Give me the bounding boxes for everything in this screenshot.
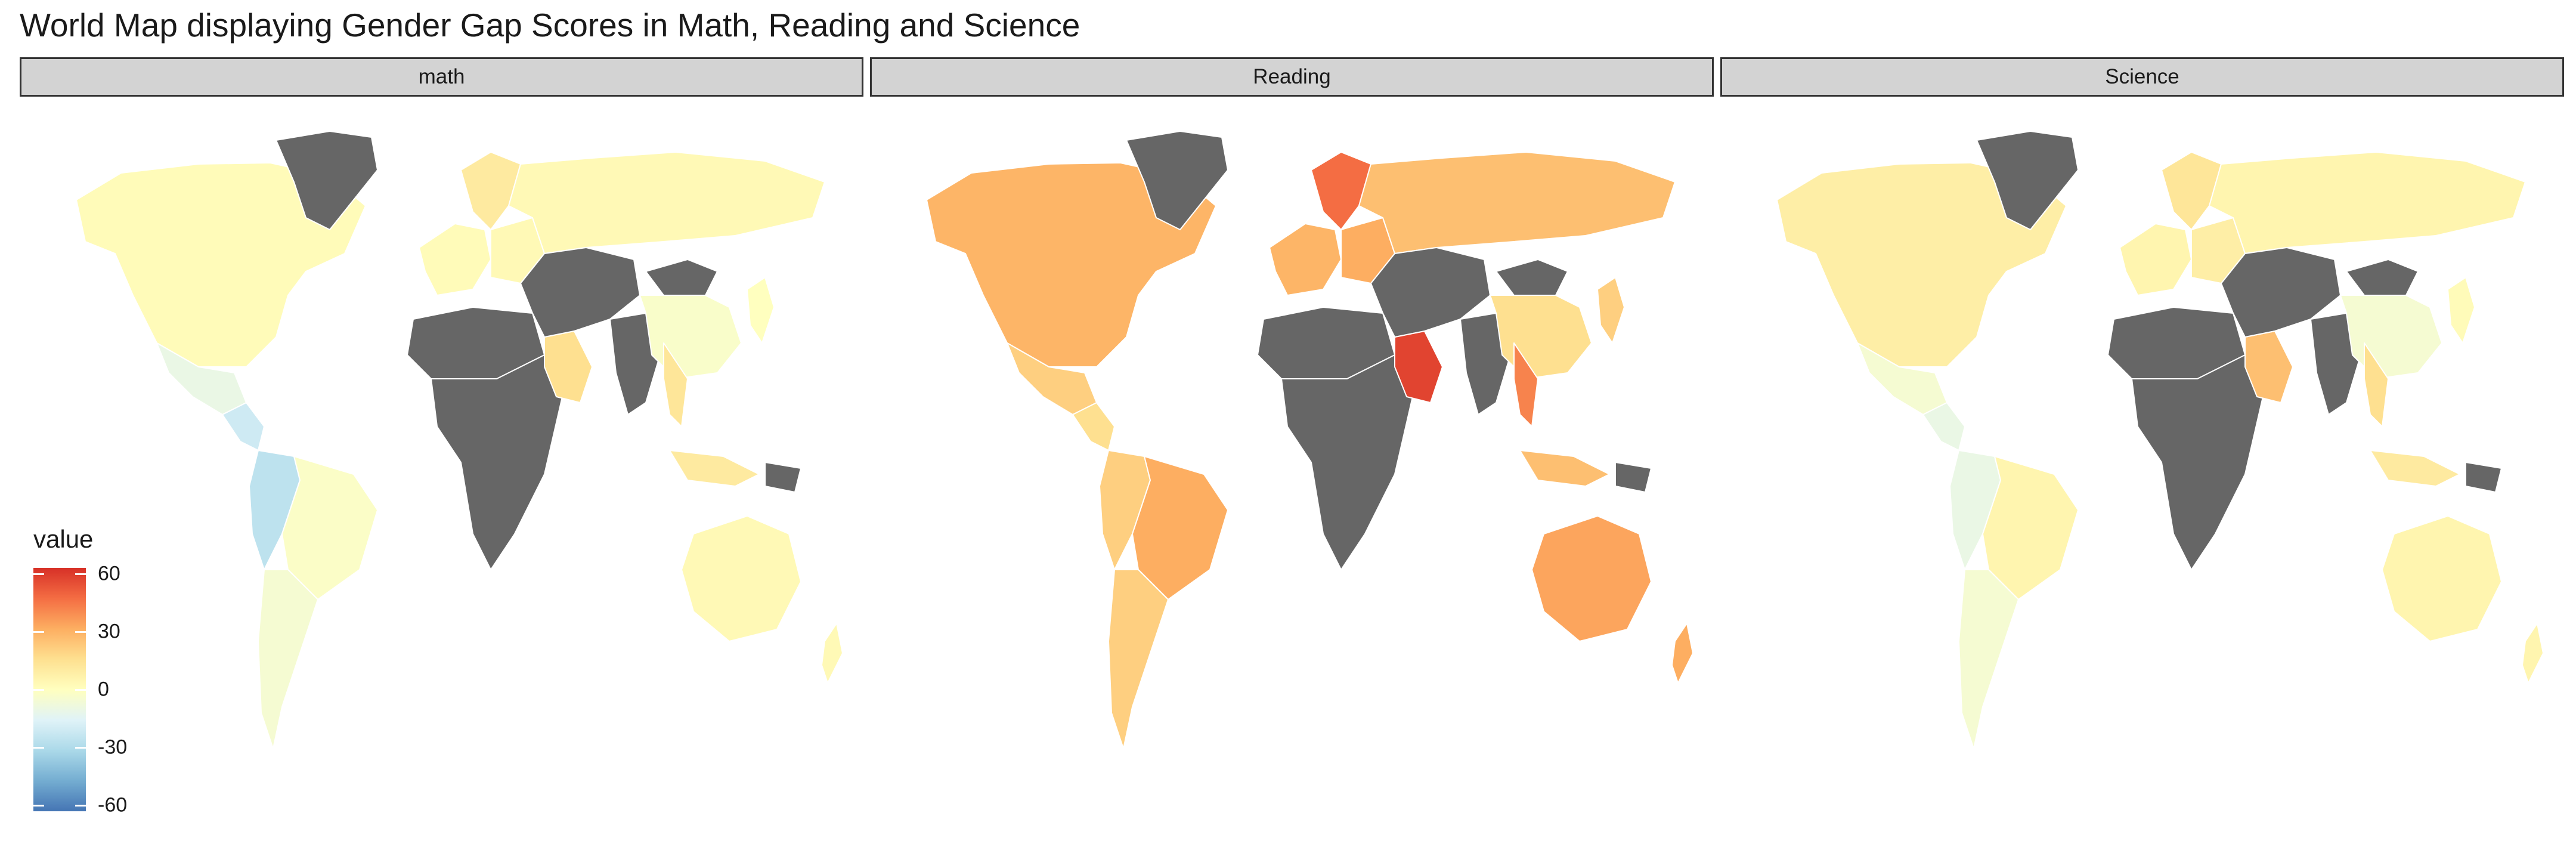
region-russia bbox=[2209, 152, 2526, 254]
region-western-europe bbox=[1269, 223, 1342, 296]
color-legend: value 60 30 0 -30 -60 bbox=[31, 525, 186, 835]
world-map-reading bbox=[926, 131, 1693, 749]
region-japan-korea bbox=[2447, 277, 2475, 344]
region-southeast-asia bbox=[663, 342, 688, 427]
region-australia bbox=[681, 515, 801, 642]
region-mongolia bbox=[2346, 259, 2419, 296]
region-central-america bbox=[222, 402, 265, 451]
region-sub-saharan-africa bbox=[1281, 354, 1413, 570]
region-new-zealand bbox=[821, 623, 843, 684]
region-new-guinea bbox=[764, 462, 801, 493]
map-panel-science bbox=[1720, 116, 2563, 808]
region-scandinavia bbox=[2161, 152, 2222, 230]
page-title: World Map displaying Gender Gap Scores i… bbox=[20, 7, 1080, 44]
region-middle-east-central-asia bbox=[520, 247, 640, 338]
region-central-america bbox=[1072, 402, 1115, 451]
region-japan-korea bbox=[1597, 277, 1625, 344]
region-sub-saharan-africa bbox=[2131, 354, 2264, 570]
region-japan-korea bbox=[747, 277, 775, 344]
region-indonesia bbox=[1519, 450, 1610, 487]
region-southeast-asia bbox=[1513, 342, 1538, 427]
region-new-zealand bbox=[2522, 623, 2544, 684]
region-indonesia bbox=[2370, 450, 2460, 487]
region-new-guinea bbox=[2465, 462, 2502, 493]
region-indonesia bbox=[669, 450, 760, 487]
region-russia bbox=[508, 152, 825, 254]
region-western-europe bbox=[419, 223, 491, 296]
legend-title: value bbox=[33, 525, 94, 553]
region-western-europe bbox=[2119, 223, 2192, 296]
region-mongolia bbox=[645, 259, 718, 296]
region-middle-east-central-asia bbox=[2221, 247, 2341, 338]
region-north-america bbox=[1776, 162, 2067, 367]
region-argentina-chile bbox=[1958, 569, 2019, 749]
region-russia bbox=[1358, 152, 1676, 254]
legend-tick-label: 0 bbox=[98, 678, 109, 701]
facet-strip-science: Science bbox=[1720, 57, 2564, 97]
region-north-america bbox=[76, 162, 366, 367]
region-north-america bbox=[926, 162, 1216, 367]
region-new-zealand bbox=[1671, 623, 1693, 684]
world-map-math bbox=[76, 131, 843, 749]
region-argentina-chile bbox=[258, 569, 318, 749]
legend-tick-label: 60 bbox=[98, 562, 120, 585]
region-sub-saharan-africa bbox=[431, 354, 563, 570]
region-argentina-chile bbox=[1108, 569, 1169, 749]
region-greenland bbox=[275, 131, 378, 230]
region-greenland bbox=[1126, 131, 1228, 230]
map-panel-math bbox=[20, 116, 863, 808]
region-southeast-asia bbox=[2364, 342, 2389, 427]
region-mongolia bbox=[1496, 259, 1568, 296]
facet-strip-math: math bbox=[20, 57, 863, 97]
region-middle-east-central-asia bbox=[1370, 247, 1491, 338]
region-central-america bbox=[1922, 402, 1965, 451]
region-australia bbox=[2382, 515, 2502, 642]
world-map-science bbox=[1776, 131, 2544, 749]
region-scandinavia bbox=[1311, 152, 1371, 230]
facet-strip-reading: Reading bbox=[870, 57, 1714, 97]
map-panel-reading bbox=[870, 116, 1713, 808]
region-greenland bbox=[1976, 131, 2079, 230]
region-australia bbox=[1531, 515, 1652, 642]
legend-tick-label: 30 bbox=[98, 620, 120, 643]
region-new-guinea bbox=[1615, 462, 1652, 493]
region-scandinavia bbox=[460, 152, 521, 230]
legend-tick-label: -60 bbox=[98, 793, 128, 817]
legend-tick-label: -30 bbox=[98, 736, 128, 759]
